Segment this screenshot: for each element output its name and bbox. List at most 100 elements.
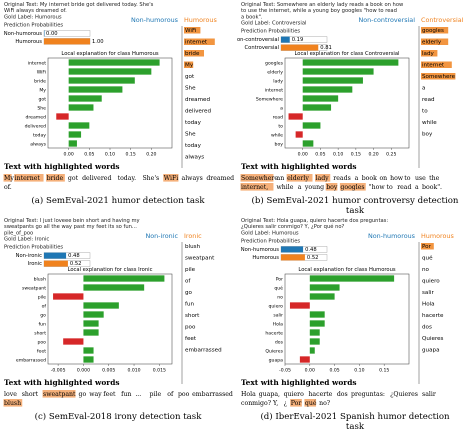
word-highlight xyxy=(240,174,274,182)
word-highlight xyxy=(42,390,76,398)
panel-a: Original Text: My internet bride got del… xyxy=(0,0,237,216)
x-tick-label: 0.20 xyxy=(368,152,378,158)
explanation-bar xyxy=(309,329,320,336)
feature-word: boy xyxy=(422,132,433,138)
prediction-probabilities-label: Prediction Probabilities xyxy=(4,22,63,28)
category-label: delivered xyxy=(25,123,46,129)
highlighted-word: Hola xyxy=(241,391,256,398)
category-label: read xyxy=(273,114,283,120)
explanation-bar xyxy=(288,113,303,120)
highlighted-word: ¿ xyxy=(284,400,288,407)
category-label: today xyxy=(33,132,46,138)
probability-label: Humorous xyxy=(15,39,42,45)
panel-b-svg: Original Text: Somewhere an elderly lady… xyxy=(237,2,464,216)
explanation-bar xyxy=(68,104,94,111)
category-label: dos xyxy=(275,339,284,345)
category-label: blush xyxy=(34,276,46,282)
highlighted-word: how xyxy=(390,175,404,182)
category-label: quiero xyxy=(268,303,283,309)
probability-label: Non-humorous xyxy=(241,247,279,253)
prediction-probabilities-label: Prediction Probabilities xyxy=(241,238,300,244)
feature-word: embarrassed xyxy=(185,348,222,354)
category-label: She xyxy=(37,105,46,111)
highlighted-word: to xyxy=(387,184,393,191)
highlighted-word: poo xyxy=(178,391,190,398)
gold-label: Gold Label: Controversial xyxy=(241,21,306,27)
gold-label: Gold Label: Humorous xyxy=(4,14,62,20)
explanation-bar xyxy=(83,329,99,336)
panel-b: Original Text: Somewhere an elderly lady… xyxy=(237,0,474,216)
x-tick-label: 0.10 xyxy=(354,368,364,374)
explanation-bar xyxy=(309,347,315,354)
feature-word: My xyxy=(185,63,194,69)
x-tick-label: 0.05 xyxy=(329,368,339,374)
category-label: My xyxy=(39,87,46,93)
category-label: of xyxy=(42,303,47,309)
highlighted-word: short xyxy=(22,391,39,398)
feature-word: read xyxy=(422,97,435,103)
word-highlight xyxy=(163,174,179,182)
original-text-line: sweatpants go all the way past my feet i… xyxy=(4,224,137,230)
highlighted-word: ¿Quieres xyxy=(390,391,418,398)
feature-word: today xyxy=(185,143,202,149)
category-label: short xyxy=(34,330,46,336)
word-highlight xyxy=(325,183,338,191)
probability-value: 0.48 xyxy=(68,253,80,259)
original-text-line: Original Text: Hola guapa, quiero hacert… xyxy=(241,218,388,224)
legend-negative-class: Non-humorous xyxy=(368,232,416,240)
feature-word: sweatpant xyxy=(185,256,215,262)
highlighted-word: She's xyxy=(142,175,159,182)
caption-line: (d) IberEval-2021 Spanish humor detectio… xyxy=(260,411,450,422)
feature-word: blush xyxy=(185,244,201,250)
feature-word: today xyxy=(185,120,202,126)
category-label: qué xyxy=(274,284,283,291)
probability-bar-fill xyxy=(281,44,319,51)
word-highlight xyxy=(46,174,65,182)
explanation-bar xyxy=(83,347,94,354)
highlighted-word: dreamed xyxy=(206,175,234,182)
category-label: hacerte xyxy=(265,330,283,336)
category-label: Somewhere xyxy=(256,96,283,102)
highlighted-word: sweatpant xyxy=(43,391,76,398)
probability-label: Ironic xyxy=(28,261,42,267)
explanation-bar xyxy=(68,122,90,129)
explanation-bar xyxy=(83,320,99,327)
probability-label: Humorous xyxy=(252,255,279,261)
caption-line: task xyxy=(346,422,365,432)
category-label: internet xyxy=(28,60,46,66)
original-text-line: Original Text: My internet bride got del… xyxy=(4,2,154,8)
highlighted-word: Y, xyxy=(272,400,278,407)
highlighted-word: to xyxy=(404,175,410,182)
word-highlight xyxy=(339,183,366,191)
feature-word: short xyxy=(185,313,200,319)
x-tick-label: 0.15 xyxy=(126,152,136,158)
explanation-bar xyxy=(68,68,152,75)
feature-word: go xyxy=(185,290,193,296)
x-tick-label: 0.10 xyxy=(333,152,343,158)
category-label: lady xyxy=(273,78,283,84)
original-text-line: a book". xyxy=(241,14,263,20)
explanation-bar xyxy=(309,293,335,300)
word-highlight xyxy=(421,243,434,250)
highlighted-word: bride xyxy=(47,175,64,182)
original-text: Original Text: Hola guapa, quiero hacert… xyxy=(241,218,388,230)
category-label: feet xyxy=(37,348,46,354)
highlighted-word: My xyxy=(4,175,14,182)
highlighted-word: Somewhere xyxy=(241,175,278,182)
highlighted-word: way xyxy=(89,391,102,398)
x-tick-label: 0.25 xyxy=(386,152,396,158)
x-tick-label: -0.005 xyxy=(51,368,66,374)
highlighted-word: internet, xyxy=(241,184,268,191)
highlighted-word: Por xyxy=(291,400,302,407)
explanation-bar xyxy=(68,86,123,93)
probability-bar-fill xyxy=(281,254,305,261)
legend-negative-class: Non-humorous xyxy=(131,16,179,24)
explanation-title: Local explanation for class Ironic xyxy=(68,267,153,273)
feature-word: hacerte xyxy=(422,313,444,319)
x-tick-label: 0.15 xyxy=(379,368,389,374)
category-label: sweatpant xyxy=(22,285,46,291)
category-label: got xyxy=(38,96,46,102)
category-label: salir xyxy=(273,312,283,318)
explanation-title: Local explanation for class Humorous xyxy=(298,267,395,273)
probability-label: Non-controversial xyxy=(237,37,279,43)
